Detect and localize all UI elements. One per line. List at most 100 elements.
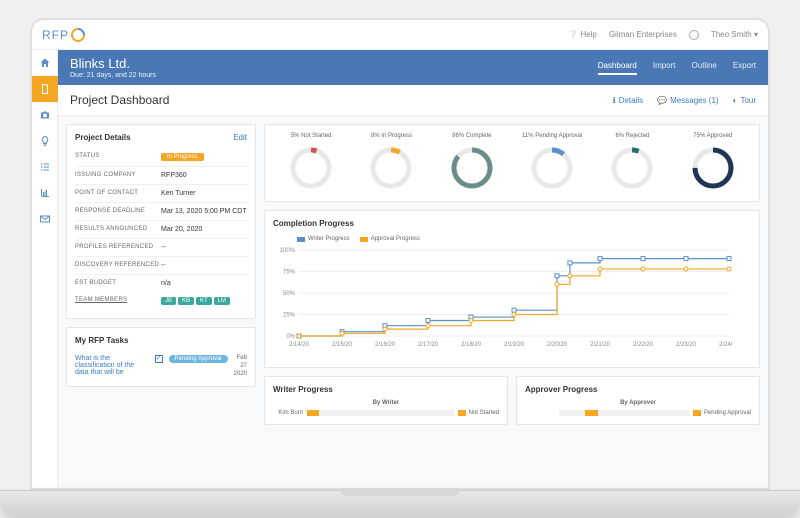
- sidebar-project[interactable]: [32, 76, 58, 102]
- legend-item: Approval Progress: [360, 236, 420, 242]
- detail-value: --: [161, 244, 247, 251]
- completion-line-chart: 100% 75% 50% 25% 0% 2/14/20 2/15/20 2/16/20 2/17…: [273, 244, 733, 354]
- team-members: JBKBKTLM: [161, 297, 247, 305]
- team-chip[interactable]: KT: [196, 297, 212, 305]
- svg-text:2/15/20: 2/15/20: [332, 342, 353, 348]
- detail-value: Ken Turner: [161, 190, 247, 197]
- task-status-badge: Pending Approval: [169, 355, 228, 363]
- detail-value: n/a: [161, 280, 247, 287]
- sidebar-chart[interactable]: [32, 180, 58, 206]
- approver-title: Approver Progress: [525, 385, 597, 394]
- detail-value: In Progress: [161, 153, 247, 161]
- writer-title: Writer Progress: [273, 385, 333, 394]
- detail-row: DISCOVERY REFERENCED--: [75, 257, 247, 275]
- team-chip[interactable]: KB: [178, 297, 194, 305]
- page-title: Project Dashboard: [70, 93, 169, 107]
- detail-label: DISCOVERY REFERENCED: [75, 262, 161, 269]
- donut-item: 5% Not Started: [273, 133, 349, 193]
- sidebar-camera[interactable]: [32, 102, 58, 128]
- svg-text:2/19/20: 2/19/20: [504, 342, 525, 348]
- svg-text:25%: 25%: [283, 313, 296, 319]
- clock-icon: [689, 30, 699, 40]
- completion-chart-card: Completion Progress Writer Progress Appro…: [264, 210, 760, 368]
- task-text[interactable]: What is the classification of the data t…: [75, 355, 149, 376]
- donut-item: 11% Pending Approval: [514, 133, 590, 193]
- svg-text:2/17/20: 2/17/20: [418, 342, 439, 348]
- sidebar-home[interactable]: [32, 50, 58, 76]
- details-title: Project Details: [75, 133, 131, 142]
- writer-subtitle: By Writer: [273, 400, 499, 406]
- svg-text:2/23/20: 2/23/20: [676, 342, 697, 348]
- detail-row: STATUSIn Progress: [75, 148, 247, 167]
- topbar: RFP ❔ Help Gilman Enterprises Theo Smith…: [32, 20, 768, 50]
- detail-value: Mar 13, 2020 5:00 PM CDT: [161, 208, 247, 215]
- donut-item: 75% Approved: [675, 133, 751, 193]
- task-date: Feb272020: [234, 355, 247, 378]
- user-menu[interactable]: Theo Smith ▾: [711, 30, 758, 39]
- sidebar-mail[interactable]: [32, 206, 58, 232]
- approver-bar: [559, 410, 689, 416]
- svg-text:50%: 50%: [283, 291, 296, 297]
- help-link[interactable]: ❔ Help: [568, 30, 597, 39]
- details-link[interactable]: ℹ Details: [613, 96, 644, 105]
- detail-row: RESULTS ANNOUNCEDMar 20, 2020: [75, 221, 247, 239]
- svg-text:75%: 75%: [283, 270, 296, 276]
- detail-label: POINT OF CONTACT: [75, 190, 161, 197]
- tasks-title: My RFP Tasks: [75, 336, 129, 345]
- detail-label: STATUS: [75, 153, 161, 161]
- logo: RFP: [42, 28, 85, 42]
- svg-text:2/18/20: 2/18/20: [461, 342, 482, 348]
- svg-text:2/21/20: 2/21/20: [590, 342, 611, 348]
- svg-text:2/14/20: 2/14/20: [289, 342, 310, 348]
- page-header: Project Dashboard ℹ Details 💬 Messages (…: [58, 85, 768, 116]
- approver-subtitle: By Approver: [525, 400, 751, 406]
- banner-tab-outline[interactable]: Outline: [692, 61, 717, 75]
- writer-progress-card: Writer Progress By Writer Kim Burn Not S…: [264, 376, 508, 425]
- detail-label: PROFILES REFERENCED: [75, 244, 161, 251]
- sidebar-idea[interactable]: [32, 128, 58, 154]
- team-chip[interactable]: LM: [214, 297, 230, 305]
- completion-title: Completion Progress: [273, 219, 354, 228]
- logo-icon: [68, 25, 88, 45]
- logo-text: RFP: [42, 28, 69, 42]
- detail-label: RESULTS ANNOUNCED: [75, 226, 161, 233]
- svg-text:2/24/20: 2/24/20: [719, 342, 733, 348]
- svg-text:0%: 0%: [286, 334, 295, 340]
- approver-progress-card: Approver Progress By Approver Pending Ap…: [516, 376, 760, 425]
- donut-item: 86% Complete: [434, 133, 510, 193]
- svg-text:100%: 100%: [280, 248, 296, 254]
- project-due: Due: 21 days, and 22 hours: [70, 72, 156, 79]
- detail-label: RESPONSE DEADLINE: [75, 208, 161, 215]
- task-checkbox[interactable]: [155, 355, 163, 363]
- sidebar-list[interactable]: [32, 154, 58, 180]
- detail-row: ISSUING COMPANYRFP360: [75, 167, 247, 185]
- donut-item: 6% Rejected: [594, 133, 670, 193]
- project-details-card: Project Details Edit STATUSIn ProgressIS…: [66, 124, 256, 319]
- detail-row: POINT OF CONTACTKen Turner: [75, 185, 247, 203]
- writer-name: Kim Burn: [273, 410, 303, 416]
- svg-text:2/22/20: 2/22/20: [633, 342, 654, 348]
- svg-text:2/20/20: 2/20/20: [547, 342, 568, 348]
- detail-value: --: [161, 262, 247, 269]
- edit-details-link[interactable]: Edit: [233, 133, 247, 142]
- detail-label: EST BUDGET: [75, 280, 161, 287]
- team-label: TEAM MEMBERS: [75, 297, 161, 305]
- detail-value: RFP360: [161, 172, 247, 179]
- detail-value: Mar 20, 2020: [161, 226, 247, 233]
- messages-link[interactable]: 💬 Messages (1): [657, 96, 718, 105]
- detail-label: ISSUING COMPANY: [75, 172, 161, 179]
- legend-item: Writer Progress: [297, 236, 350, 242]
- project-banner: Blinks Ltd. Due: 21 days, and 22 hours D…: [58, 50, 768, 85]
- banner-tab-import[interactable]: Import: [653, 61, 676, 75]
- detail-row: RESPONSE DEADLINEMar 13, 2020 5:00 PM CD…: [75, 203, 247, 221]
- svg-text:2/16/20: 2/16/20: [375, 342, 396, 348]
- writer-bar: [307, 410, 454, 416]
- donut-item: 8% In Progress: [353, 133, 429, 193]
- project-title: Blinks Ltd.: [70, 56, 156, 71]
- org-name: Gilman Enterprises: [609, 30, 677, 39]
- tour-link[interactable]: ◐ Tour: [733, 96, 756, 105]
- banner-tab-export[interactable]: Export: [733, 61, 756, 75]
- banner-tab-dashboard[interactable]: Dashboard: [598, 61, 637, 75]
- team-chip[interactable]: JB: [161, 297, 176, 305]
- status-donuts-card: 5% Not Started8% In Progress86% Complete…: [264, 124, 760, 202]
